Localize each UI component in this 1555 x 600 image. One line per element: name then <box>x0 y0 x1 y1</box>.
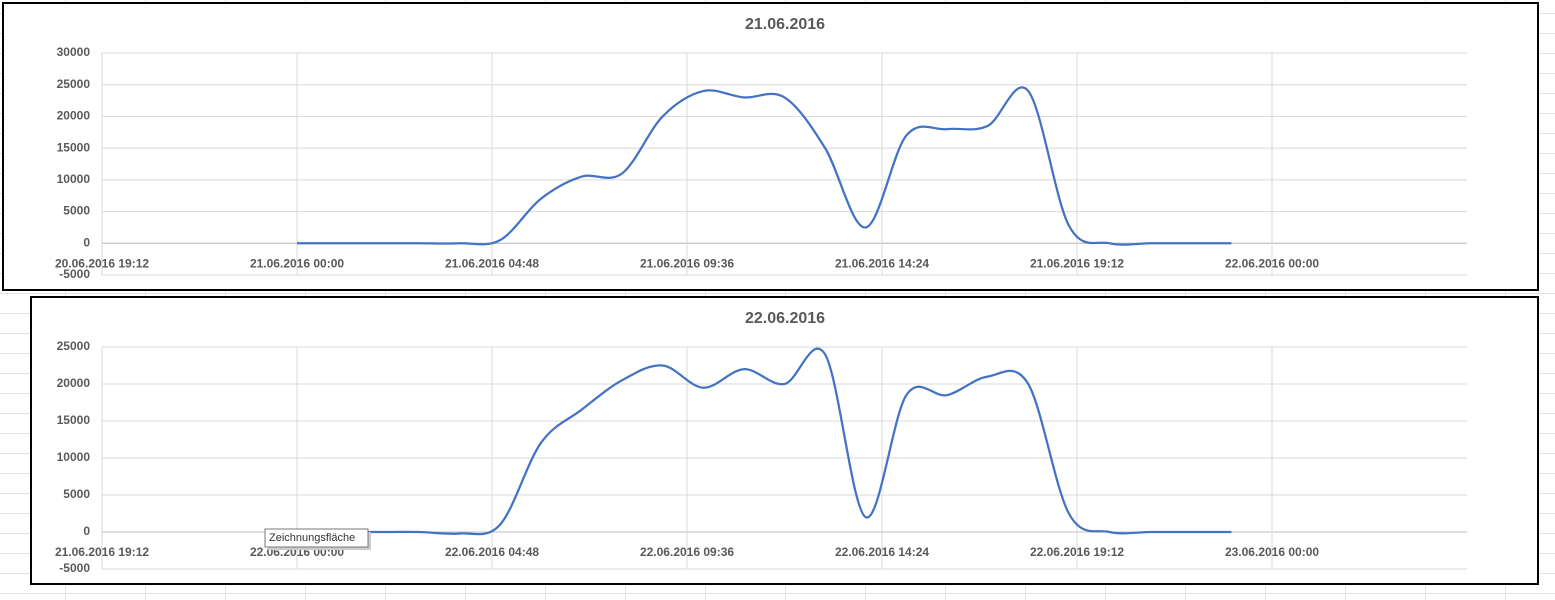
y-tick-label: -5000 <box>59 561 90 575</box>
x-tick-label: 22.06.2016 14:24 <box>835 545 929 559</box>
y-tick-label: 25000 <box>57 339 91 353</box>
y-tick-label: -5000 <box>59 267 90 281</box>
chart-title: 22.06.2016 <box>745 310 825 327</box>
x-tick-label: 21.06.2016 19:12 <box>1030 256 1124 270</box>
x-tick-label: 21.06.2016 00:00 <box>250 256 344 270</box>
chart-frame[interactable] <box>2 2 1539 291</box>
x-tick-label: 23.06.2016 00:00 <box>1225 545 1319 559</box>
y-tick-label: 30000 <box>57 45 91 59</box>
data-line <box>297 86 1232 246</box>
y-tick-label: 0 <box>83 235 90 249</box>
tooltip-box <box>264 528 369 548</box>
x-tick-label: 22.06.2016 19:12 <box>1030 545 1124 559</box>
y-tick-label: 10000 <box>57 450 91 464</box>
chart-frame[interactable] <box>30 296 1539 585</box>
y-tick-label: 5000 <box>63 204 90 218</box>
x-tick-label: 22.06.2016 09:36 <box>640 545 734 559</box>
tooltip: Zeichnungsfläche <box>264 528 371 550</box>
x-tick-label: 22.06.2016 00:00 <box>1225 256 1319 270</box>
y-tick-label: 20000 <box>57 109 91 123</box>
y-tick-label: 0 <box>83 524 90 538</box>
y-tick-label: 25000 <box>57 77 91 91</box>
tooltip-text: Zeichnungsfläche <box>269 532 355 544</box>
x-tick-label: 21.06.2016 14:24 <box>835 256 929 270</box>
y-tick-label: 10000 <box>57 172 91 186</box>
y-tick-label: 5000 <box>63 487 90 501</box>
x-tick-label: 21.06.2016 09:36 <box>640 256 734 270</box>
chart-title: 21.06.2016 <box>745 16 825 33</box>
y-tick-label: 15000 <box>57 140 91 154</box>
y-tick-label: 20000 <box>57 376 91 390</box>
x-tick-label: 21.06.2016 04:48 <box>445 256 539 270</box>
x-tick-label: 21.06.2016 19:12 <box>55 545 149 559</box>
y-tick-label: 15000 <box>57 413 91 427</box>
data-line <box>297 347 1232 536</box>
x-tick-label: 22.06.2016 04:48 <box>445 545 539 559</box>
x-tick-label: 20.06.2016 19:12 <box>55 256 149 270</box>
